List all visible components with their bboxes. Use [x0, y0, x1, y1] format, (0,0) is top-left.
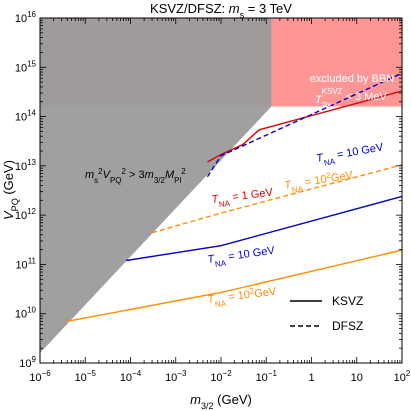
x-tick-label: 10−4: [120, 369, 142, 384]
y-tick-label: 1010: [15, 306, 37, 321]
chart-title: KSVZ/DFSZ: ms = 3 TeV: [150, 1, 292, 20]
y-tick-label: 1013: [15, 158, 37, 173]
series-label-dfsz-4: TNA = 102GeV: [283, 167, 355, 196]
series-line-dfsz-3: [206, 72, 402, 178]
x-tick-label: 10−2: [210, 369, 232, 384]
series-label-ksvz-2: TNA = 1 GeV: [211, 186, 275, 209]
series-line-ksvz-2: [207, 90, 402, 163]
plot-regions: [40, 18, 402, 363]
x-tick-label: 1: [308, 372, 314, 384]
gray-excluded-region: [40, 18, 272, 363]
gray-region-label: ms2VPQ2 > 3m3/2MPl2: [85, 167, 186, 185]
series-line-dfsz-4: [151, 164, 402, 234]
x-tick-label: 10−1: [256, 369, 278, 384]
bbn-label-line1: excluded by BBN: [310, 73, 394, 85]
y-tick-label: 1016: [15, 10, 37, 25]
legend-label-ksvz: KSVZ: [332, 294, 363, 308]
y-axis-title: VPQ (GeV): [1, 160, 20, 220]
axis-ticks: [39, 17, 403, 364]
y-tick-label: 1015: [15, 59, 37, 74]
x-axis-title: m3/2 (GeV): [190, 392, 252, 411]
y-tick-label: 109: [19, 355, 36, 370]
x-tick-label: 10−3: [165, 369, 187, 384]
series-line-ksvz-0: [125, 195, 402, 262]
y-tick-label: 1012: [15, 207, 37, 222]
x-tick-label: 102: [394, 369, 411, 384]
y-tick-label: 1014: [15, 109, 37, 124]
legend-label-dfsz: DFSZ: [332, 319, 363, 333]
series-label-ksvz-1: TNA = 102GeV: [207, 283, 278, 309]
x-tick-label: 10−6: [29, 369, 51, 384]
series-line-ksvz-1: [67, 249, 402, 322]
plot-series: [67, 72, 402, 322]
axis-tick-labels: 10−6 10−5 10−4 10−3 10−2 10−1 1 10 102 109 1010 101…: [15, 10, 411, 384]
plot-annotations: excluded by BBN TRsKSVZ < 3 MeV ms2VPQ2 > …: [85, 73, 394, 309]
x-tick-label: 10: [351, 372, 363, 384]
y-tick-label: 1011: [15, 256, 36, 271]
x-tick-label: 10−5: [75, 369, 97, 384]
bbn-label-line2: TRsKSVZ < 3 MeV: [315, 87, 387, 110]
legend: KSVZ DFSZ: [290, 294, 363, 333]
